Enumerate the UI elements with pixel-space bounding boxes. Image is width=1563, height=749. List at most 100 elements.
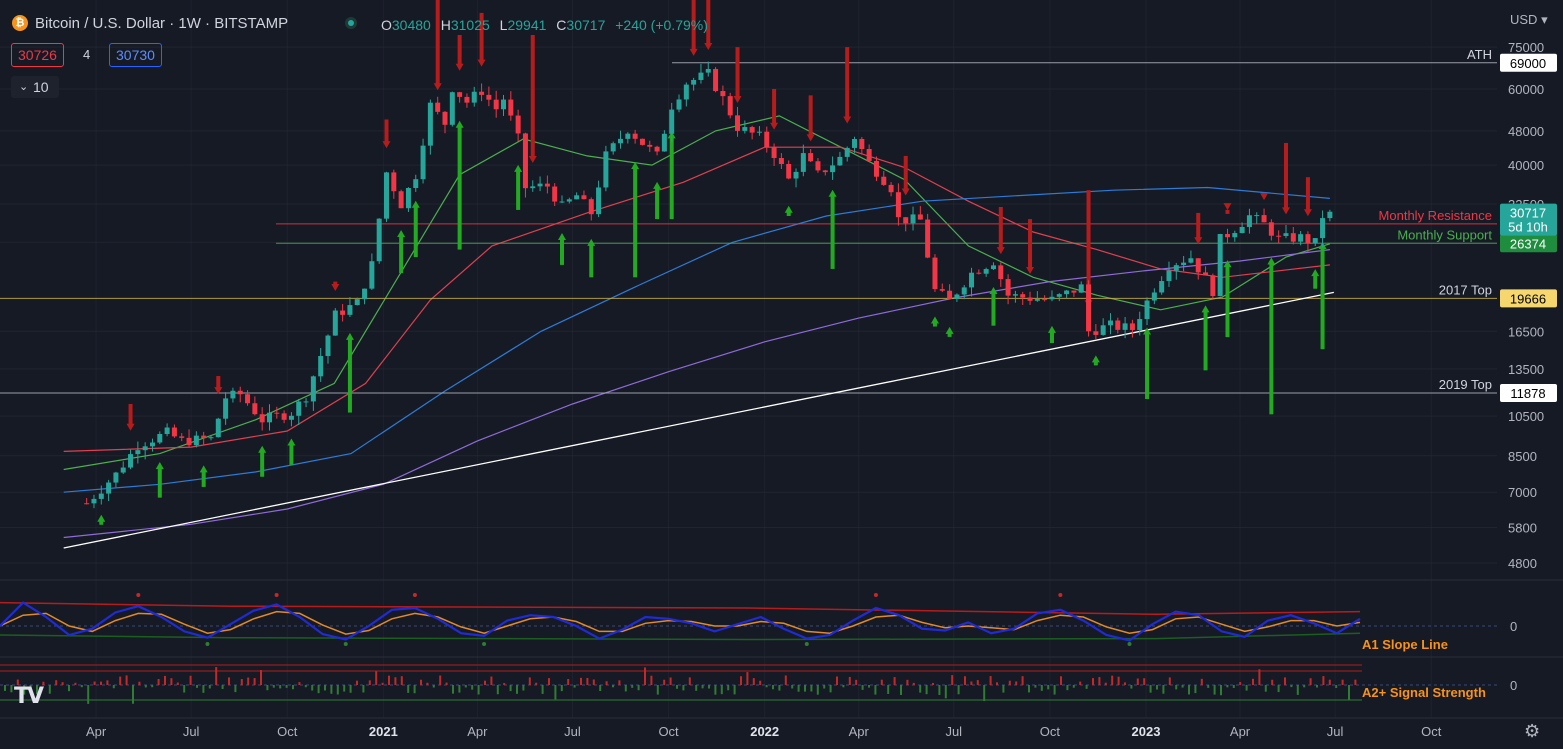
sell-price-button[interactable]: 30726 (11, 43, 64, 67)
candle-body (1203, 272, 1209, 276)
a2-bar (887, 685, 890, 694)
low-value: 29941 (507, 17, 547, 33)
a2-bar (740, 676, 742, 685)
a2-bar (631, 685, 634, 688)
bar-countdown-text: 5d 10h (1508, 220, 1548, 235)
high-value: 31025 (450, 17, 490, 33)
a2-bar (292, 685, 294, 690)
signal-up-bar (516, 170, 521, 210)
signal-down-arrow (901, 188, 910, 196)
signal-up-bar (157, 467, 162, 498)
a2-bar (919, 685, 922, 693)
a2-bar (1194, 685, 1197, 694)
a2-bar (1316, 685, 1318, 688)
time-tick-label: Jul (945, 724, 962, 739)
signal-down-bar (128, 403, 133, 425)
a2-bar (772, 685, 774, 690)
change-value: +240 (+0.79%) (615, 17, 708, 33)
a2-bar (260, 670, 262, 685)
candle-body (171, 427, 177, 437)
candle-body (201, 435, 207, 439)
candle-body (1254, 215, 1260, 217)
a2-bar (695, 685, 698, 691)
a2-bar (541, 685, 544, 694)
candle-body (1086, 284, 1092, 332)
a2-bar (1348, 685, 1350, 700)
candle-body (1151, 292, 1157, 301)
candle-body (1100, 325, 1106, 335)
candle-body (186, 437, 192, 446)
osc-a1-label: A1 Slope Line (1362, 637, 1448, 652)
a2-bar (1296, 685, 1299, 695)
a2-bar (669, 677, 672, 685)
candle-body (925, 219, 931, 258)
tradingview-logo-icon[interactable]: TV (14, 684, 44, 709)
a2-bar (676, 685, 678, 689)
candle-body (1188, 258, 1194, 263)
signal-down-arrow (528, 155, 537, 163)
a2-bar (234, 685, 237, 693)
a2-bar (906, 679, 909, 685)
a2-bar (688, 677, 691, 685)
signal-up-arrow (945, 326, 954, 334)
level-label: 2019 Top (1439, 377, 1492, 392)
signal-down-bar (1305, 177, 1310, 211)
candle-body (1107, 320, 1113, 326)
candle-body (888, 184, 894, 193)
a2-bar (356, 680, 358, 685)
signal-up-arrow (1143, 327, 1152, 335)
a2-bar (1271, 679, 1274, 685)
candle-body (508, 99, 514, 116)
currency-selector[interactable]: USD ▾ (1510, 12, 1548, 27)
indicator-toggle-button[interactable]: ⌄ 10 (11, 76, 59, 98)
candle-body (281, 413, 287, 420)
symbol-title[interactable]: Bitcoin / U.S. Dollar · 1W · BITSTAMP (35, 15, 289, 32)
candle-body (1071, 290, 1077, 293)
indicator-count: 10 (33, 79, 49, 95)
signal-up-bar (413, 206, 418, 258)
candle-body (618, 138, 624, 144)
candle-body (1159, 281, 1165, 293)
a2-bar (458, 685, 461, 693)
candle-body (917, 214, 923, 220)
a2-bar (624, 685, 627, 692)
a2-bar (714, 685, 717, 695)
signal-down-bar (435, 0, 440, 85)
a2-bar (1060, 676, 1062, 685)
gear-icon[interactable]: ⚙ (1524, 721, 1541, 741)
signal-up-bar (289, 444, 294, 465)
signal-down-arrow (1026, 267, 1035, 275)
a2-bar (183, 685, 186, 693)
signal-down-bar (333, 281, 338, 286)
osc-top-dot (873, 593, 878, 597)
candle-body (193, 435, 199, 446)
market-status-icon[interactable] (345, 17, 357, 29)
a2-bar (861, 685, 864, 690)
a2-bar (708, 685, 710, 689)
a2-bar (503, 682, 506, 685)
signal-down-arrow (1281, 207, 1290, 215)
candle-body (852, 138, 858, 148)
buy-price-button[interactable]: 30730 (109, 43, 162, 67)
trendline[interactable] (63, 291, 1334, 549)
close-label: C (556, 17, 567, 33)
candle-body (720, 91, 726, 97)
level-label: 2017 Top (1439, 282, 1492, 297)
a2-bar (1213, 685, 1216, 695)
candle-body (1034, 299, 1040, 301)
signal-up-bar (260, 451, 265, 477)
signal-up-arrow (930, 316, 939, 324)
a2-bar (1072, 685, 1075, 688)
time-axis[interactable]: Apr Jul Oct 2021 Apr Jul Oct 2022 Apr Jul Oct 2023 A… (86, 724, 1442, 739)
candle-body (179, 436, 185, 438)
signal-down-bar (903, 155, 908, 190)
candle-body (588, 199, 594, 215)
osc-bottom-dot (343, 642, 348, 646)
a2-bar (1181, 685, 1184, 688)
signal-up-bar (399, 236, 404, 274)
close-value: 30717 (566, 17, 606, 33)
a2-bar (1226, 685, 1229, 688)
time-tick-label: Oct (658, 724, 679, 739)
signal-up-bar (633, 167, 638, 278)
